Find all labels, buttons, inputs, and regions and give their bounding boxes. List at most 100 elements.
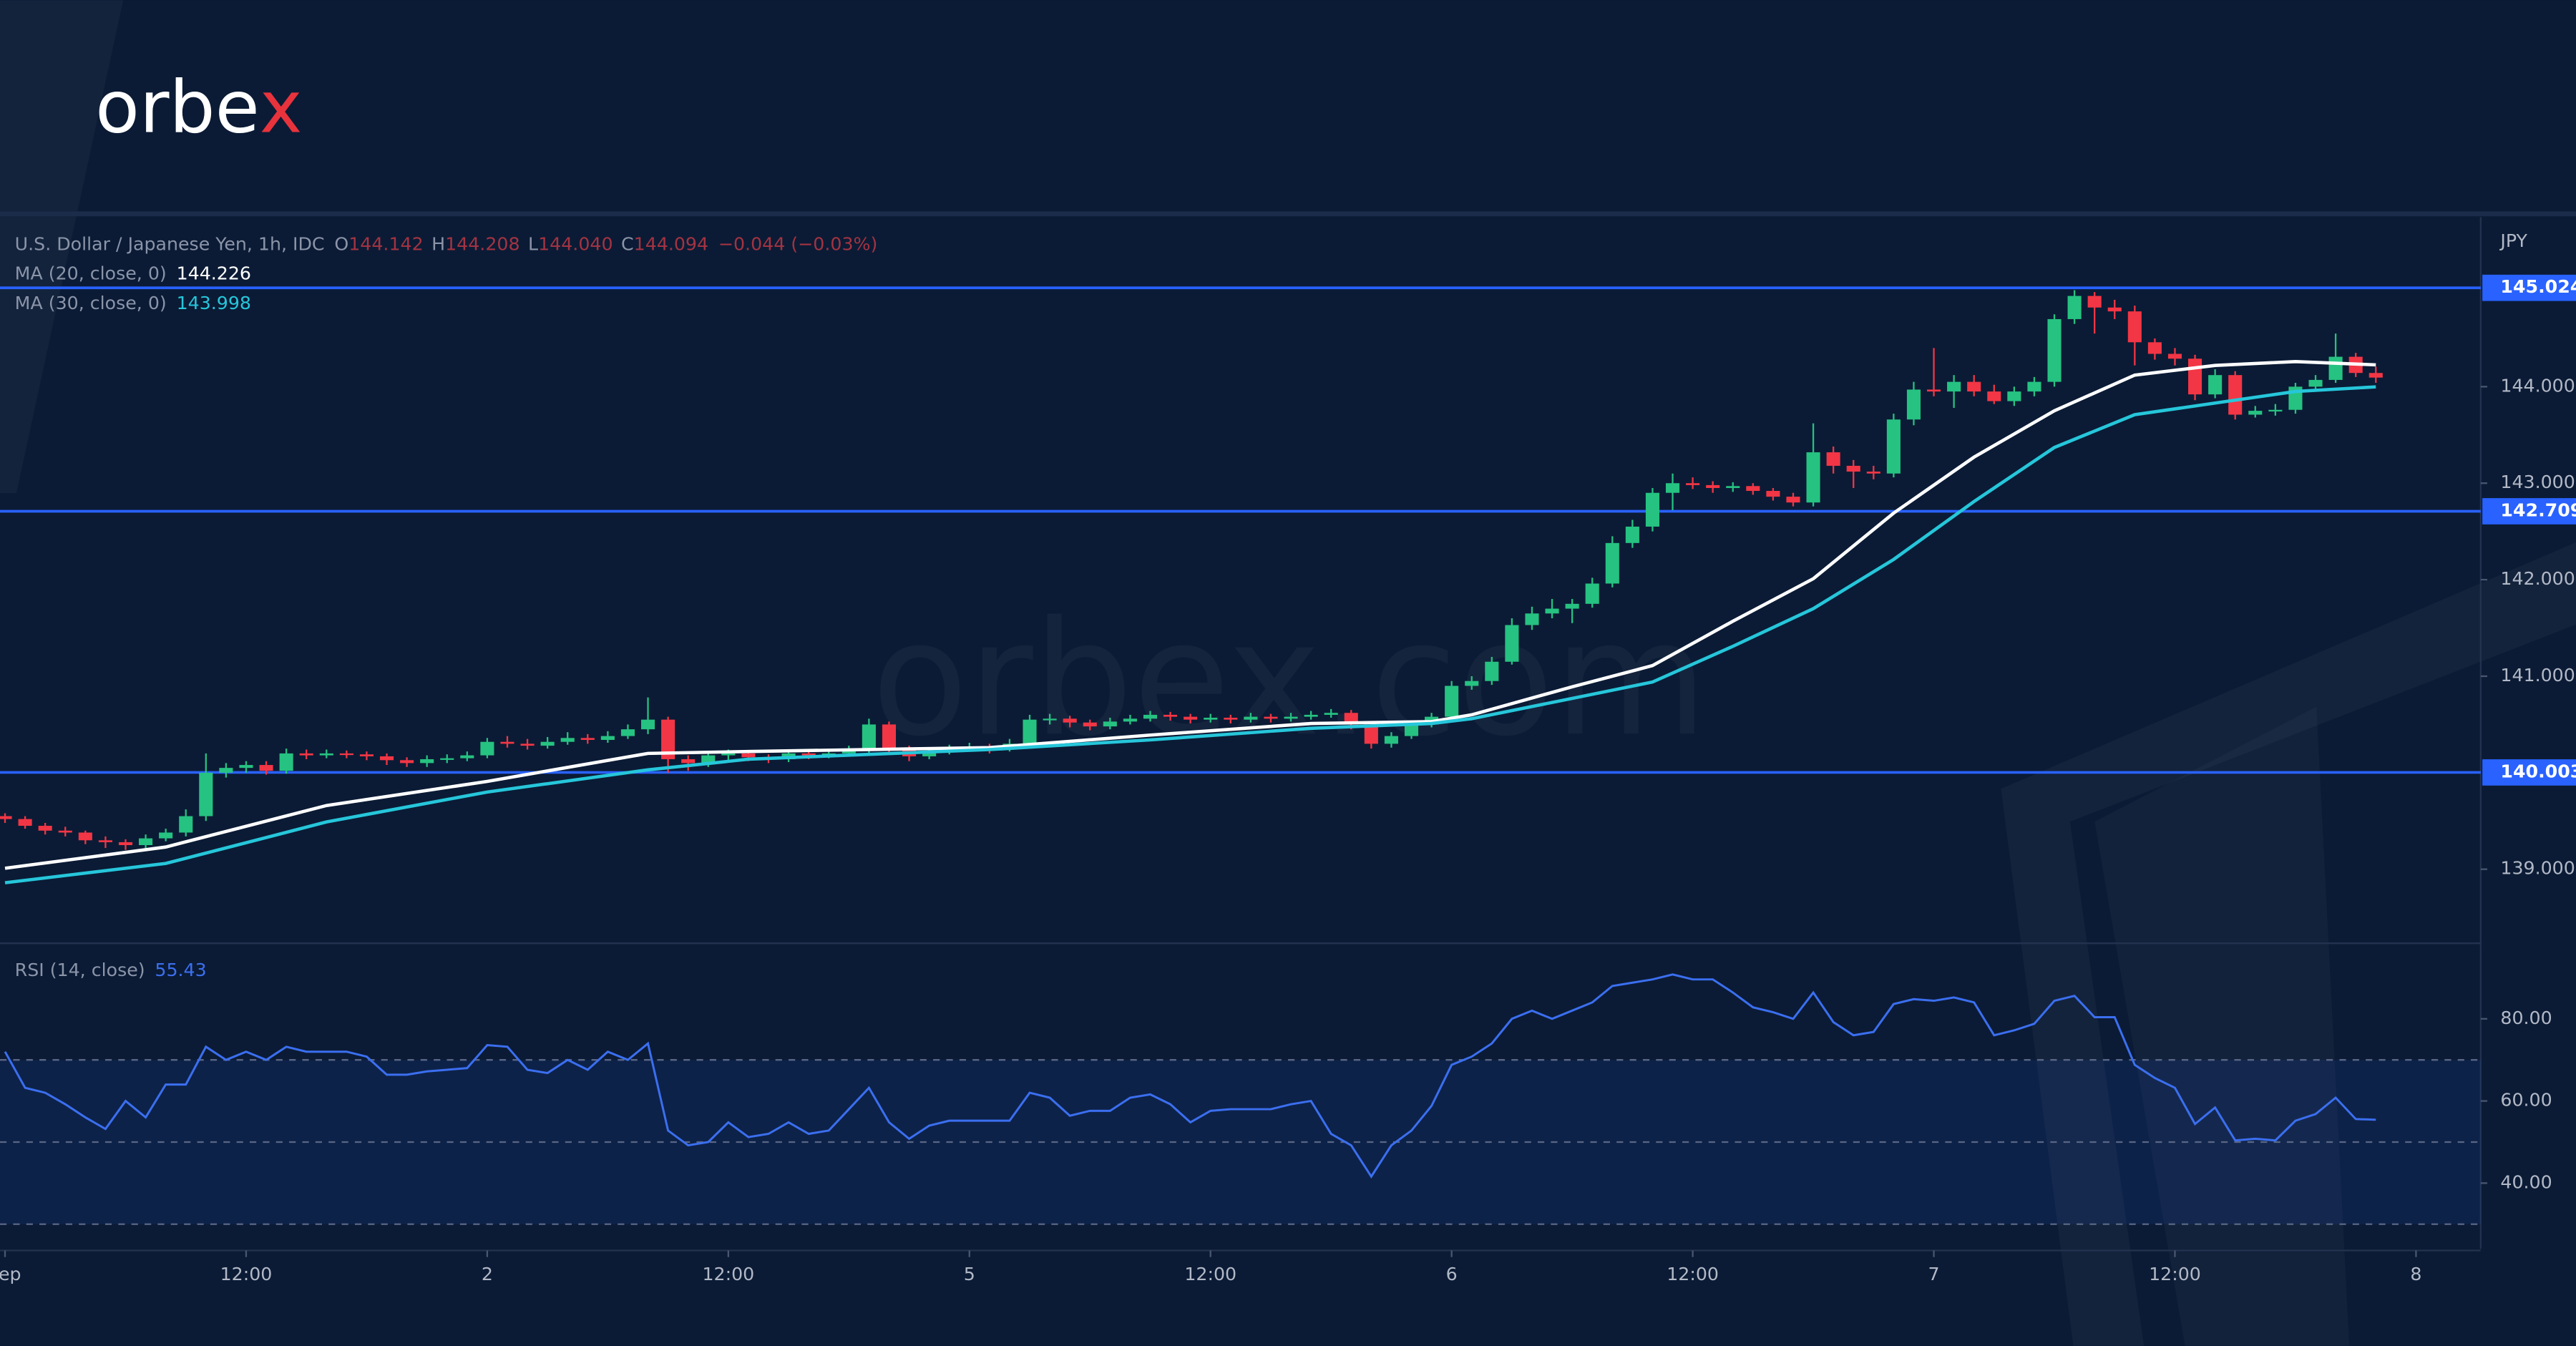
candle-body xyxy=(1304,714,1318,717)
ohlc-value: 144.208 xyxy=(445,233,519,254)
logo: orbex xyxy=(95,64,302,149)
candle-body xyxy=(1284,716,1298,719)
candle-body xyxy=(279,753,293,771)
level-tag-label: 140.003 xyxy=(2500,761,2576,781)
level-tag xyxy=(2482,498,2576,525)
candle-body xyxy=(1184,716,1198,720)
candle-body xyxy=(379,756,394,761)
candle-body xyxy=(500,741,514,744)
candle-body xyxy=(1324,713,1338,715)
candle-body xyxy=(580,738,595,740)
candle-body xyxy=(2328,356,2343,380)
rsi-line xyxy=(4,973,2376,1179)
candle-body xyxy=(159,832,173,839)
candle-body xyxy=(1967,381,1981,392)
candle-body xyxy=(460,755,474,759)
candle-body xyxy=(1204,717,1218,720)
candle-body xyxy=(1083,722,1097,727)
x-tick-label: 7 xyxy=(1928,1264,1940,1284)
candle-body xyxy=(2147,342,2162,354)
candle-body xyxy=(741,753,756,758)
y-tick-label: 60.00 xyxy=(2500,1090,2552,1111)
ohlc-value: 144.094 xyxy=(634,233,708,254)
candle-body xyxy=(1987,391,2001,401)
x-tick-label: 12:00 xyxy=(1184,1264,1236,1284)
y-tick-label: 40.00 xyxy=(2500,1171,2552,1192)
candle-body xyxy=(359,754,374,756)
watermark: orbex.com xyxy=(872,587,1707,771)
y-tick-label: 142.000 xyxy=(2500,568,2575,589)
candle-body xyxy=(1123,718,1137,722)
level-tag xyxy=(2482,759,2576,786)
candle-body xyxy=(1545,608,1559,614)
candle-body xyxy=(118,842,133,846)
candle-body xyxy=(420,759,434,764)
candle-body xyxy=(1063,718,1077,723)
y-tick-label: 141.000 xyxy=(2500,665,2575,686)
ohlc-key: L xyxy=(528,233,538,254)
candle-body xyxy=(721,753,736,756)
candle-body xyxy=(440,758,454,760)
candle-body xyxy=(1264,716,1278,719)
candle-body xyxy=(38,826,52,831)
level-tag-label: 142.709 xyxy=(2500,499,2576,520)
x-tick-label: 8 xyxy=(2410,1264,2421,1284)
candle-body xyxy=(2067,296,2082,319)
ohlc-key: O xyxy=(334,233,348,254)
candle-body xyxy=(1485,661,1499,681)
candle-body xyxy=(1224,717,1238,720)
candle-body xyxy=(0,816,12,819)
candle-body xyxy=(1625,526,1639,543)
y-tick-label: 139.000 xyxy=(2500,858,2575,879)
legend-entry: MA (20, close, 0) xyxy=(15,263,167,284)
candle-body xyxy=(540,741,555,746)
x-tick-label: 12:00 xyxy=(2149,1264,2201,1284)
x-tick-label: ep xyxy=(0,1264,21,1284)
candle-body xyxy=(2228,375,2243,415)
candle-body xyxy=(1244,716,1258,720)
candle-body xyxy=(1926,389,1941,392)
candle-body xyxy=(640,719,655,730)
ma-line xyxy=(4,359,2376,870)
level-tag xyxy=(2482,274,2576,301)
candle-body xyxy=(2007,391,2021,401)
candle-body xyxy=(2047,318,2062,382)
candle-body xyxy=(1143,714,1158,719)
axis-unit: JPY xyxy=(2499,230,2527,251)
candle-body xyxy=(600,736,615,740)
x-tick-label: 12:00 xyxy=(220,1264,273,1284)
candle-body xyxy=(179,816,193,833)
logo-accent: x xyxy=(260,64,303,149)
candle-body xyxy=(1726,486,1740,488)
candle-body xyxy=(520,743,535,746)
candle-body xyxy=(1806,452,1820,503)
candle-body xyxy=(58,830,72,833)
candle-body xyxy=(2208,375,2223,395)
candle-body xyxy=(219,768,233,773)
candle-body xyxy=(661,719,675,759)
candle-body xyxy=(560,738,575,742)
candle-body xyxy=(2368,373,2383,378)
candle-body xyxy=(1605,542,1619,584)
candle-body xyxy=(400,760,414,764)
symbol-legend: U.S. Dollar / Japanese Yen, 1h, IDC O144.… xyxy=(15,233,878,254)
level-tag-label: 145.024 xyxy=(2500,276,2576,297)
candle-body xyxy=(199,772,213,816)
ma-line xyxy=(4,385,2376,884)
legend-entry: RSI (14, close) xyxy=(15,960,145,980)
candle-body xyxy=(1043,718,1057,721)
candle-body xyxy=(1686,483,1700,485)
candle-body xyxy=(2188,359,2202,395)
candle-body xyxy=(1404,724,1419,736)
candle-body xyxy=(480,741,494,756)
x-tick-label: 12:00 xyxy=(1667,1264,1719,1284)
candle-body xyxy=(1565,603,1579,609)
legend-entry: MA (30, close, 0) xyxy=(15,293,167,313)
candle-body xyxy=(98,840,112,842)
candle-body xyxy=(882,724,897,749)
candle-body xyxy=(2127,311,2142,343)
candle-body xyxy=(620,729,635,736)
candle-body xyxy=(1465,681,1479,686)
